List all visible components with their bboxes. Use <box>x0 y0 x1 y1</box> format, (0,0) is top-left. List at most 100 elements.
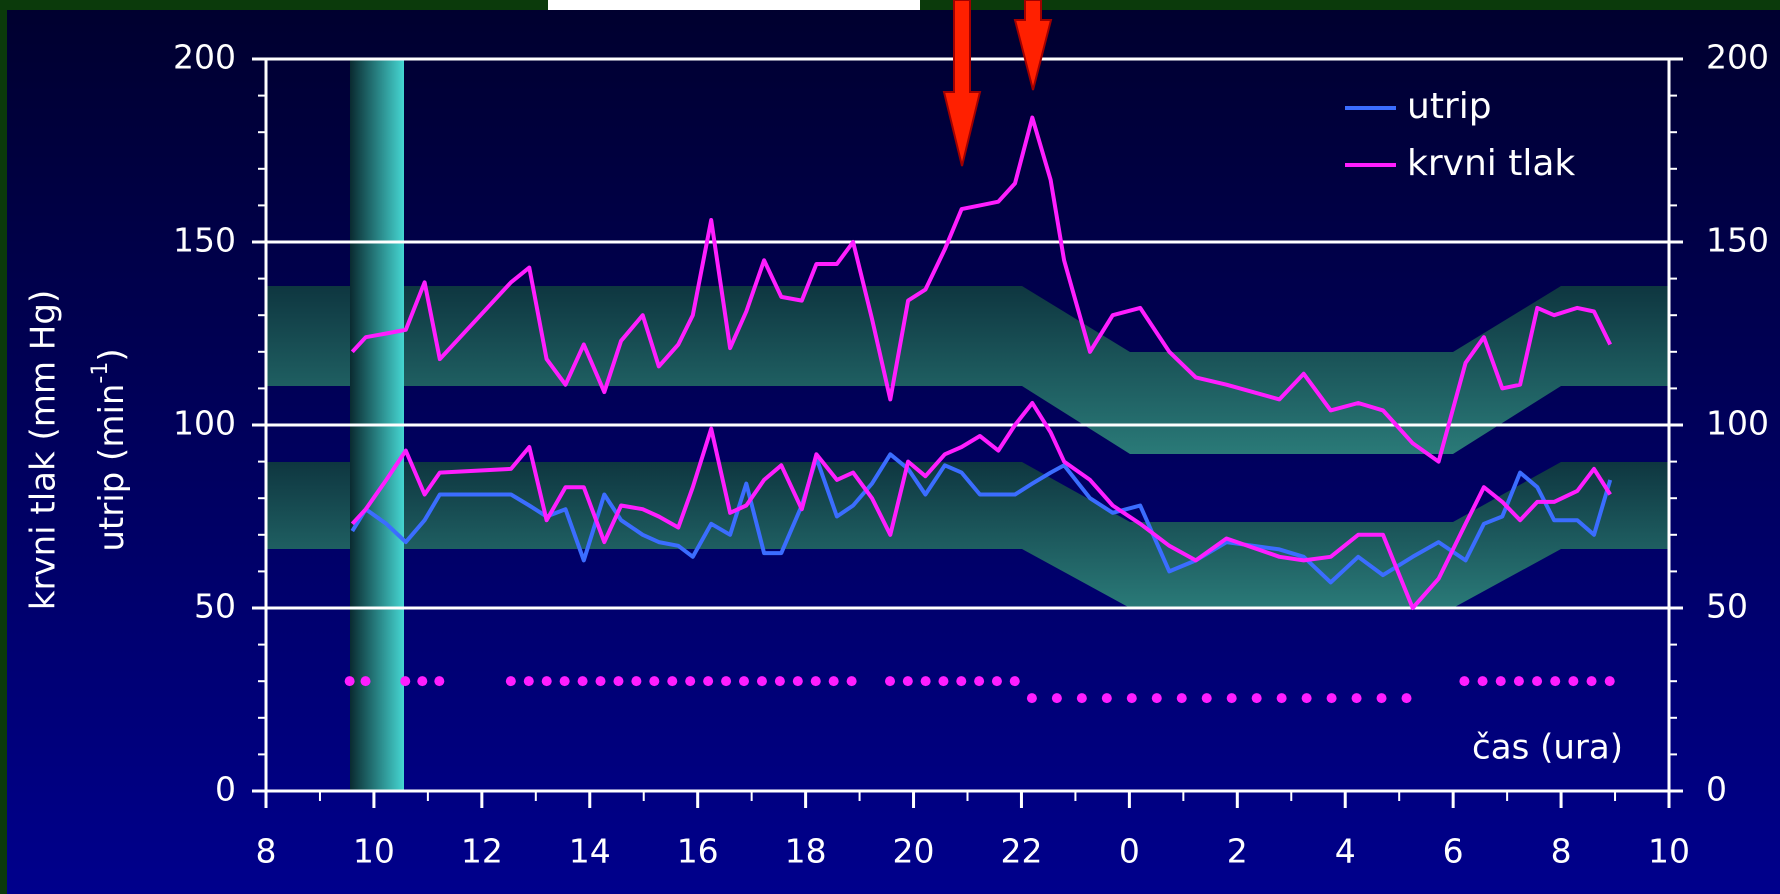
series-line <box>350 115 1612 464</box>
legend-label: utrip <box>1407 86 1492 127</box>
y2-tick-label: 200 <box>1706 38 1769 77</box>
y2-tick-label: 150 <box>1706 221 1769 260</box>
x-tick-label: 12 <box>461 832 503 871</box>
sampling-dot <box>974 676 985 687</box>
sampling-dot <box>810 676 821 687</box>
x-tick-label: 22 <box>1000 832 1042 871</box>
sampling-dot <box>559 676 570 687</box>
x-tick-label: 10 <box>1648 832 1690 871</box>
sampling-dot <box>523 676 534 687</box>
sampling-dot <box>774 676 785 687</box>
y-axis-label: krvni tlak (mm Hg) <box>24 290 64 610</box>
sampling-dot <box>1176 693 1187 704</box>
x-tick-label: 8 <box>256 832 277 871</box>
sampling-dot <box>685 676 696 687</box>
sampling-dot <box>1009 676 1020 687</box>
sampling-dot <box>360 676 371 687</box>
y-tick-label: 100 <box>173 404 236 443</box>
sampling-dot <box>703 676 714 687</box>
sampling-dot <box>1301 693 1312 704</box>
sampling-dot <box>938 676 949 687</box>
normal-band <box>266 286 1669 454</box>
sampling-dot <box>956 676 967 687</box>
sampling-dot <box>1051 693 1062 704</box>
sampling-dot <box>667 676 678 687</box>
sampling-dot <box>1495 676 1506 687</box>
x-tick-label: 20 <box>893 832 935 871</box>
sampling-dot <box>1376 693 1387 704</box>
label-part: ) <box>92 348 132 361</box>
series-line <box>350 401 1612 610</box>
sampling-dot <box>1076 693 1087 704</box>
sampling-dot <box>400 676 411 687</box>
x-tick-label: 4 <box>1335 832 1356 871</box>
y-tick-label: 0 <box>215 770 236 809</box>
y-tick-label: 150 <box>173 221 236 260</box>
sampling-dot <box>1126 693 1137 704</box>
x-tick-label: 8 <box>1551 832 1572 871</box>
label-superscript: -1 <box>88 362 113 384</box>
sampling-dot <box>1550 676 1561 687</box>
y-tick-label: 50 <box>194 587 236 626</box>
lines <box>350 115 1613 610</box>
sampling-dot <box>1351 693 1362 704</box>
sampling-dot <box>1151 693 1162 704</box>
arrow <box>942 0 982 167</box>
sampling-dot <box>1586 676 1597 687</box>
top-box <box>548 0 920 10</box>
sampling-dot <box>721 676 732 687</box>
sampling-dot <box>649 676 660 687</box>
sampling-dot <box>991 676 1002 687</box>
sampling-dot <box>828 676 839 687</box>
sampling-dot <box>1568 676 1579 687</box>
sampling-dot <box>1326 693 1337 704</box>
sampling-dot <box>739 676 750 687</box>
x-tick-label: 18 <box>785 832 827 871</box>
x-tick-label: 14 <box>569 832 611 871</box>
arrow <box>1013 0 1053 91</box>
sampling-dot <box>1401 693 1412 704</box>
sampling-dot <box>1251 693 1262 704</box>
y2-tick-label: 50 <box>1706 587 1748 626</box>
grid <box>252 57 1683 808</box>
sampling-dot <box>1604 676 1615 687</box>
sampling-dot <box>1276 693 1287 704</box>
sampling-dot <box>631 676 642 687</box>
sampling-dot <box>613 676 624 687</box>
sampling-dot <box>756 676 767 687</box>
sampling-dot <box>577 676 588 687</box>
x-tick-label: 2 <box>1227 832 1248 871</box>
sampling-dot <box>792 676 803 687</box>
sampling-dot <box>505 676 516 687</box>
sampling-dot <box>902 676 913 687</box>
sampling-dot <box>434 676 445 687</box>
sampling-dot <box>541 676 552 687</box>
sampling-dot <box>846 676 857 687</box>
sampling-dot <box>1532 676 1543 687</box>
x-tick-label: 6 <box>1443 832 1464 871</box>
sampling-dot <box>1101 693 1112 704</box>
annotation: čas (ura) <box>1472 728 1623 768</box>
sampling-dot <box>1026 693 1037 704</box>
sampling-dot <box>885 676 895 687</box>
y2-tick-label: 100 <box>1706 404 1769 443</box>
sampling-dot <box>344 676 355 687</box>
left-strip <box>0 0 7 894</box>
label-part: utrip (min <box>92 384 132 552</box>
series-line <box>350 452 1613 585</box>
x-tick-label: 10 <box>353 832 395 871</box>
x-tick-label: 16 <box>677 832 719 871</box>
y-axis-label: utrip (min-1) <box>88 348 132 551</box>
sampling-dot <box>417 676 428 687</box>
legend-label: krvni tlak <box>1407 143 1575 184</box>
sampling-dot <box>1201 693 1212 704</box>
sampling-dot <box>1513 676 1524 687</box>
sampling-dot <box>1477 676 1488 687</box>
sampling-dot <box>920 676 931 687</box>
sampling-dot <box>595 676 606 687</box>
y2-tick-label: 0 <box>1706 770 1727 809</box>
y-tick-label: 200 <box>173 38 236 77</box>
sampling-dot <box>1226 693 1237 704</box>
